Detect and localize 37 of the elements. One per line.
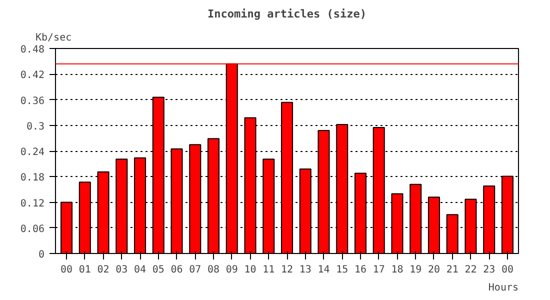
x-tick-label: 13 [299,264,312,276]
y-tick-label: 0.18 [20,172,45,184]
x-tick-label: 05 [152,264,164,276]
x-tick-label: 12 [280,264,294,276]
y-tick-label: 0.24 [20,147,45,158]
x-tick-label: 06 [170,264,183,276]
x-axis-title: Hours [488,282,519,294]
x-tick-label: 08 [207,264,220,276]
y-tick-label: 0.36 [20,96,45,107]
chart-title: Incoming articles (size) [208,8,366,20]
y-tick-label: 0.48 [20,44,45,56]
x-tick-label: 07 [189,264,202,276]
x-tick-label: 21 [446,264,458,276]
x-tick-label: 04 [134,264,146,276]
y-axis-title: Kb/sec [36,32,72,44]
x-tick-label: 02 [97,264,110,276]
x-tick-label: 16 [354,264,367,276]
x-tick-label: 15 [336,264,348,276]
x-tick-label: 17 [372,264,385,276]
y-tick-label: 0.42 [20,70,45,82]
y-tick-label: 0.06 [20,224,45,235]
y-tick-label: 0 [38,250,45,260]
x-tick-label: 22 [464,264,477,276]
x-tick-label: 03 [116,264,128,276]
x-tick-label: 23 [483,264,496,276]
x-tick-label: 00 [60,264,73,276]
x-tick-label: 09 [226,264,238,276]
y-tick-label: 0.3 [26,121,44,132]
x-tick-label: 01 [78,264,91,276]
x-tick-label: 19 [410,264,422,276]
y-tick-label: 0.12 [20,198,45,210]
x-tick-label: 18 [391,264,404,276]
x-tick-label: 14 [318,264,330,276]
x-tick-label: 10 [244,264,256,276]
x-tick-label: 20 [428,264,440,276]
x-tick-label: 00 [501,264,514,276]
x-tick-label: 11 [262,264,275,276]
